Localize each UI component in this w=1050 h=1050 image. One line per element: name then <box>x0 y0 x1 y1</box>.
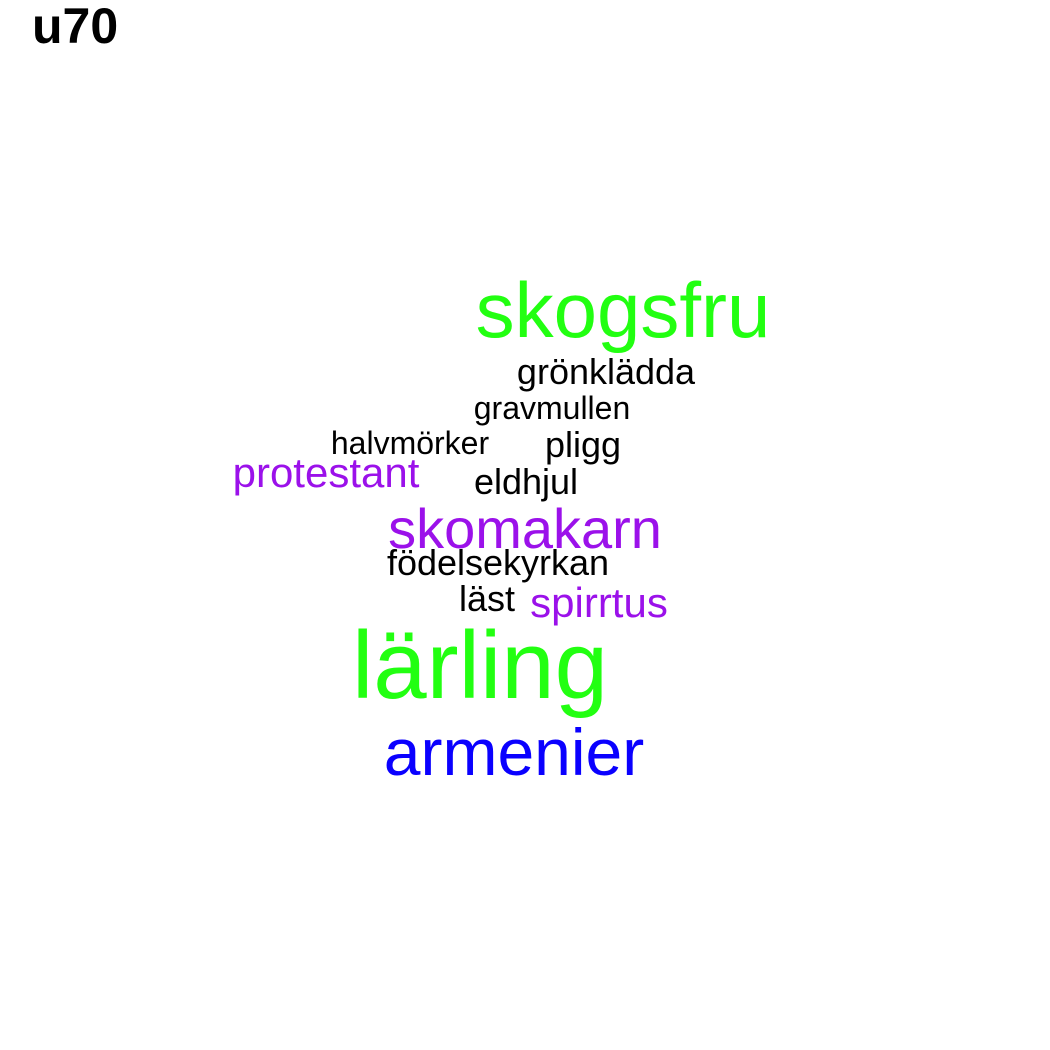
page-title: u70 <box>32 0 119 54</box>
word-spirrtus: spirrtus <box>530 579 668 626</box>
word-armenier: armenier <box>383 715 645 789</box>
word-pligg: pligg <box>544 424 622 465</box>
word-halvmorker: halvmörker <box>330 425 490 461</box>
word-gronkladda: grönklädda <box>516 351 696 392</box>
word-larling: lärling <box>351 612 609 719</box>
word-skogsfru: skogsfru <box>475 266 771 354</box>
word-skomakarn: skomakarn <box>388 497 662 560</box>
word-protestant: protestant <box>232 449 420 496</box>
word-gravmullen: gravmullen <box>473 390 631 426</box>
word-eldhjul: eldhjul <box>473 461 579 502</box>
word-fodelsekyrkan: födelsekyrkan <box>386 542 610 583</box>
word-last: läst <box>458 578 516 619</box>
